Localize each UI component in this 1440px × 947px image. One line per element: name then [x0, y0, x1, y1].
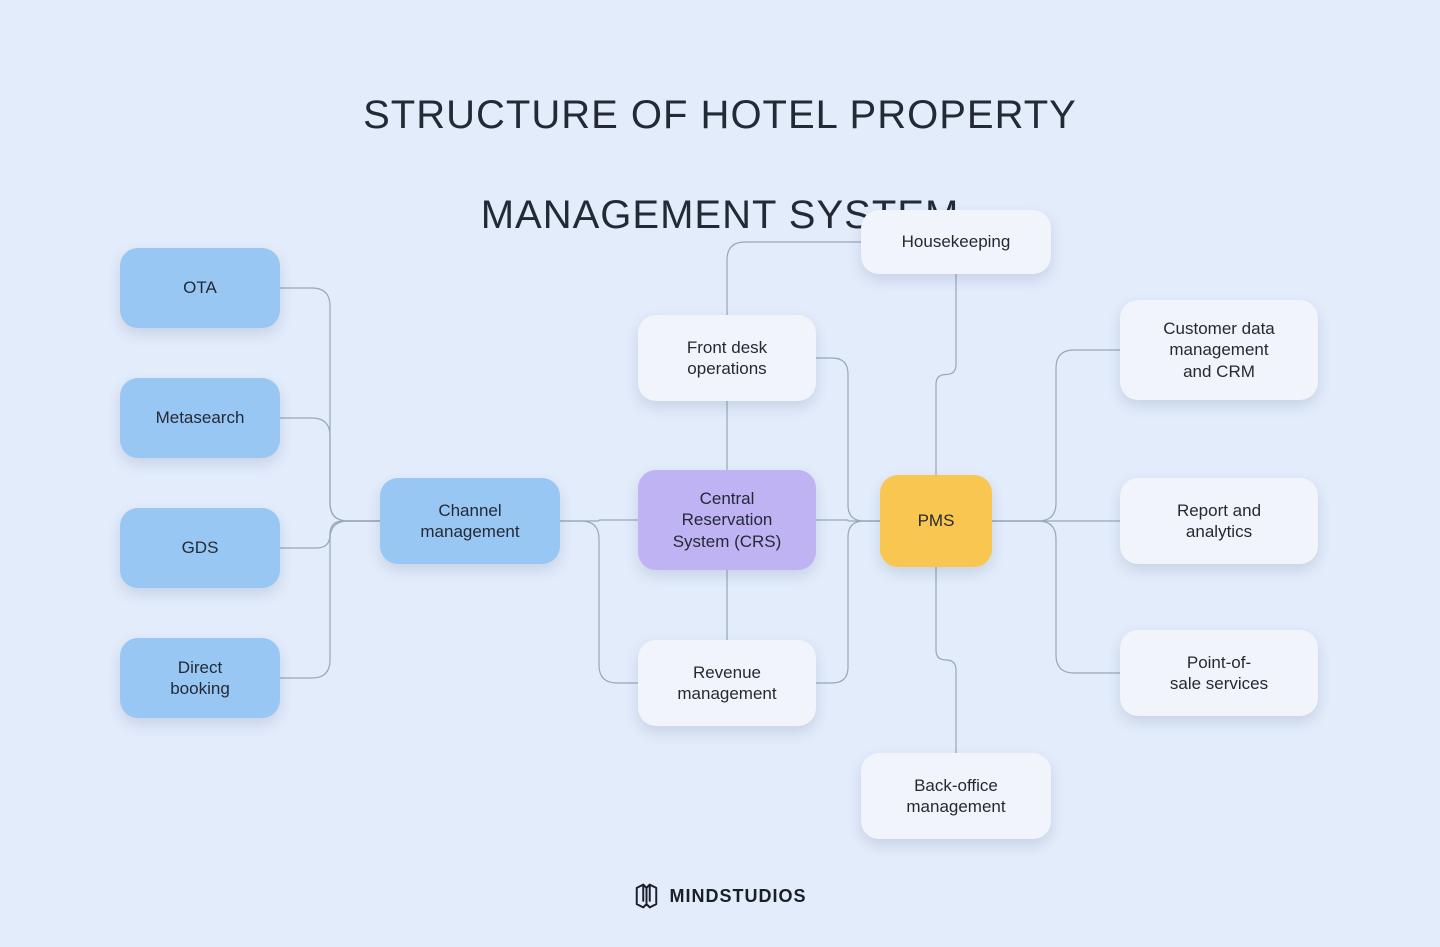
- node-label: Customer data management and CRM: [1163, 318, 1275, 382]
- node-ota: OTA: [120, 248, 280, 328]
- edge-frontdesk-pms: [816, 358, 880, 521]
- node-pms: PMS: [880, 475, 992, 567]
- diagram-canvas: STRUCTURE OF HOTEL PROPERTY MANAGEMENT S…: [0, 0, 1440, 947]
- node-label: Channel management: [420, 500, 519, 543]
- node-direct: Direct booking: [120, 638, 280, 718]
- edge-pms-backoffice: [936, 567, 956, 753]
- node-housekeep: Housekeeping: [861, 210, 1051, 274]
- node-crm: Customer data management and CRM: [1120, 300, 1318, 400]
- node-crs: Central Reservation System (CRS): [638, 470, 816, 570]
- edge-channel-revenue: [560, 521, 638, 683]
- node-report: Report and analytics: [1120, 478, 1318, 564]
- node-revenue: Revenue management: [638, 640, 816, 726]
- node-label: Report and analytics: [1177, 500, 1261, 543]
- node-label: Direct booking: [170, 657, 230, 700]
- node-label: Central Reservation System (CRS): [673, 488, 782, 552]
- node-label: OTA: [183, 277, 217, 298]
- edge-revenue-pms: [816, 521, 880, 683]
- node-channel: Channel management: [380, 478, 560, 564]
- node-frontdesk: Front desk operations: [638, 315, 816, 401]
- edge-frontdesk-housekeep: [727, 242, 861, 315]
- node-backoffice: Back-office management: [861, 753, 1051, 839]
- node-label: Housekeeping: [902, 231, 1011, 252]
- node-label: Back-office management: [906, 775, 1005, 818]
- node-metasearch: Metasearch: [120, 378, 280, 458]
- node-label: Point-of- sale services: [1170, 652, 1268, 695]
- node-label: Revenue management: [677, 662, 776, 705]
- node-label: GDS: [182, 537, 219, 558]
- brand-logo: MINDSTUDIOS: [634, 883, 807, 909]
- edge-pms-housekeep: [936, 274, 956, 475]
- edge-direct-channel: [280, 521, 380, 678]
- edge-pms-crm: [992, 350, 1120, 521]
- brand-icon: [634, 883, 660, 909]
- edge-pms-pos: [992, 521, 1120, 673]
- brand-name: MINDSTUDIOS: [670, 886, 807, 907]
- node-label: Metasearch: [156, 407, 245, 428]
- edge-metasearch-channel: [280, 418, 380, 521]
- node-gds: GDS: [120, 508, 280, 588]
- node-label: PMS: [918, 510, 955, 531]
- node-label: Front desk operations: [687, 337, 767, 380]
- node-pos: Point-of- sale services: [1120, 630, 1318, 716]
